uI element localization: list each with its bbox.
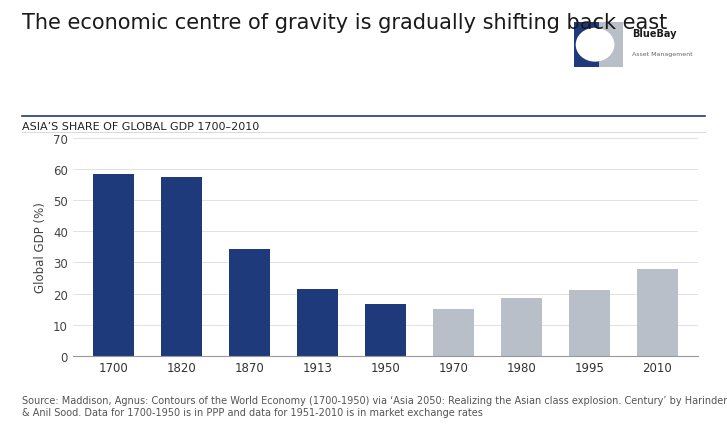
Text: The economic centre of gravity is gradually shifting back east: The economic centre of gravity is gradua… xyxy=(22,13,667,33)
Text: BlueBay: BlueBay xyxy=(632,30,677,39)
FancyBboxPatch shape xyxy=(574,23,622,68)
Ellipse shape xyxy=(576,29,614,62)
Text: ASIA’S SHARE OF GLOBAL GDP 1700–2010: ASIA’S SHARE OF GLOBAL GDP 1700–2010 xyxy=(22,122,259,132)
FancyBboxPatch shape xyxy=(599,23,622,68)
Bar xyxy=(297,289,338,356)
Bar xyxy=(229,249,270,356)
Y-axis label: Global GDP (%): Global GDP (%) xyxy=(34,202,47,293)
Bar xyxy=(501,299,542,356)
Bar xyxy=(365,305,406,356)
Bar xyxy=(433,309,474,356)
Bar xyxy=(93,174,134,356)
Bar xyxy=(569,291,609,356)
Bar xyxy=(161,178,202,356)
Text: Source: Maddison, Agnus: Contours of the World Economy (1700-1950) via ‘Asia 205: Source: Maddison, Agnus: Contours of the… xyxy=(22,395,727,417)
Text: Asset Management: Asset Management xyxy=(632,52,693,56)
Bar xyxy=(637,269,678,356)
